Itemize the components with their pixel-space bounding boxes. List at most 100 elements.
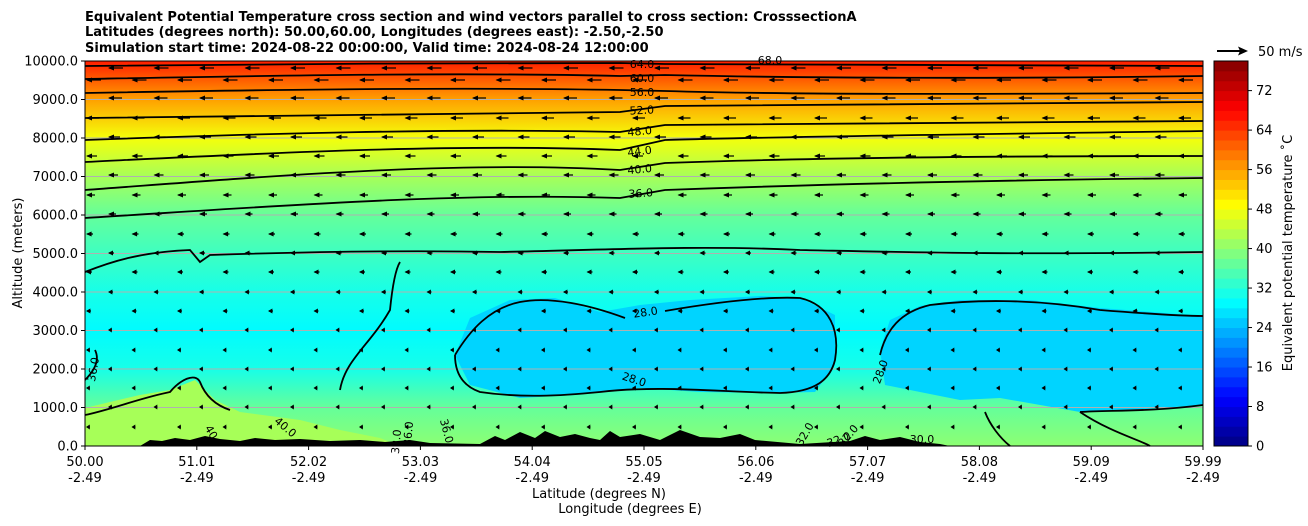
wind-vector-head: [745, 211, 751, 217]
wind-vector-head: [563, 289, 568, 295]
wind-vector-head: [814, 347, 818, 353]
wind-vector-head: [131, 269, 137, 275]
contour-60: [84, 73, 1204, 80]
wind-vector-head: [1178, 153, 1184, 159]
wind-vector-head: [177, 385, 181, 391]
wind-vector-head: [517, 404, 522, 410]
wind-vector-head: [768, 385, 773, 391]
contour-label: 40.0: [627, 162, 653, 177]
contour-label: 40: [202, 423, 220, 442]
wind-vector-head: [905, 153, 911, 159]
wind-vector-head: [563, 327, 567, 333]
contour-56: [84, 87, 1204, 95]
wind-vector-head: [677, 231, 684, 237]
wind-vector-head: [495, 115, 502, 121]
wind-vector-head: [905, 77, 911, 83]
wind-vector-head: [153, 366, 158, 372]
wind-vector-head: [927, 172, 933, 178]
wind-vector-head: [1132, 77, 1139, 83]
wind-vector-head: [472, 366, 476, 372]
wind-vector-head: [1109, 211, 1115, 217]
wind-vector-head: [723, 347, 727, 353]
contour-44: [84, 130, 1204, 163]
wind-vector-head: [632, 385, 636, 391]
wind-vector-head: [972, 250, 978, 256]
wind-vector-head: [745, 65, 751, 71]
wind-vector-head: [108, 134, 114, 140]
wind-vector-head: [517, 95, 524, 101]
wind-vector-head: [745, 134, 751, 140]
wind-vector-head: [723, 77, 729, 83]
wind-vector-head: [426, 404, 431, 410]
wind-vector-head: [131, 153, 138, 159]
wind-vector-head: [1178, 424, 1182, 430]
wind-vector-head: [472, 134, 478, 140]
wind-vector-head: [199, 211, 205, 217]
wind-vector-head: [86, 269, 91, 275]
colorbar-segment: [1214, 130, 1248, 141]
wind-vector-head: [199, 289, 204, 295]
wind-vector-head: [1178, 115, 1184, 121]
wind-vector-head: [108, 366, 112, 372]
wind-vector-head: [1087, 77, 1093, 83]
wind-vector-head: [404, 231, 411, 237]
wind-vector-head: [177, 308, 182, 314]
wind-vector-head: [222, 269, 228, 275]
wind-vector-head: [699, 172, 706, 178]
wind-vector-head: [905, 308, 910, 314]
wind-vector-head: [1041, 192, 1048, 198]
wind-vector-head: [1132, 385, 1137, 391]
wind-vector-head: [381, 289, 386, 295]
wind-vector-head: [177, 231, 183, 237]
y-tick-label: 5000.0: [33, 247, 79, 262]
wind-vector-head: [881, 366, 886, 372]
wind-vector-head: [745, 250, 750, 256]
wind-vector-head: [244, 366, 249, 372]
y-tick-label: 3000.0: [33, 324, 79, 339]
wind-vector-head: [768, 192, 775, 198]
wind-vector-head: [950, 153, 957, 159]
wind-vector-head: [586, 308, 591, 314]
colorbar-segment: [1214, 248, 1248, 259]
wind-vector-head: [177, 192, 183, 198]
wind-vector-head: [108, 172, 114, 178]
wind-vector-head: [1132, 308, 1137, 314]
wind-vector-head: [335, 172, 342, 178]
wind-vector-head: [1018, 172, 1024, 178]
wind-vector-head: [790, 134, 797, 140]
wind-vector-head: [768, 77, 775, 83]
wind-vector-head: [472, 211, 478, 217]
colorbar-segment: [1214, 278, 1248, 289]
wind-vector-head: [927, 65, 933, 71]
contour-label: 36.0: [85, 356, 102, 382]
y-tick-label: 1000.0: [33, 401, 79, 416]
wind-vector-head: [677, 424, 682, 430]
colorbar-tick-label: 32: [1256, 282, 1273, 297]
wind-vector-head: [881, 404, 886, 410]
wind-vector-head: [335, 211, 342, 217]
wind-vector-head: [632, 115, 638, 121]
wind-vector-head: [608, 211, 615, 217]
wind-vector-head: [1041, 424, 1046, 430]
wind-vector-head: [1154, 366, 1159, 372]
wind-vector-head: [950, 385, 955, 391]
colorbar-segment: [1214, 258, 1248, 269]
wind-vector-head: [1087, 385, 1091, 391]
wind-vector-head: [632, 424, 636, 430]
wind-vector-head: [426, 289, 431, 295]
wind-vector-head: [1041, 269, 1047, 275]
colorbar-segment: [1214, 367, 1248, 378]
contour-label: 52.0: [629, 103, 654, 117]
terrain-profile: [85, 430, 950, 446]
wind-vector-head: [996, 385, 1000, 391]
colorbar-segment: [1214, 61, 1248, 72]
wind-key-arrow-head: [1238, 46, 1248, 56]
colorbar-segment: [1214, 396, 1248, 408]
wind-vector-head: [881, 95, 888, 101]
contour-label: 56.0: [630, 86, 655, 99]
x-tick-label-lat: 56.06: [737, 455, 774, 470]
colorbar-segment: [1214, 90, 1248, 101]
wind-vector-head: [654, 250, 659, 256]
wind-vector-head: [745, 404, 749, 410]
wind-vector-head: [1041, 115, 1048, 121]
